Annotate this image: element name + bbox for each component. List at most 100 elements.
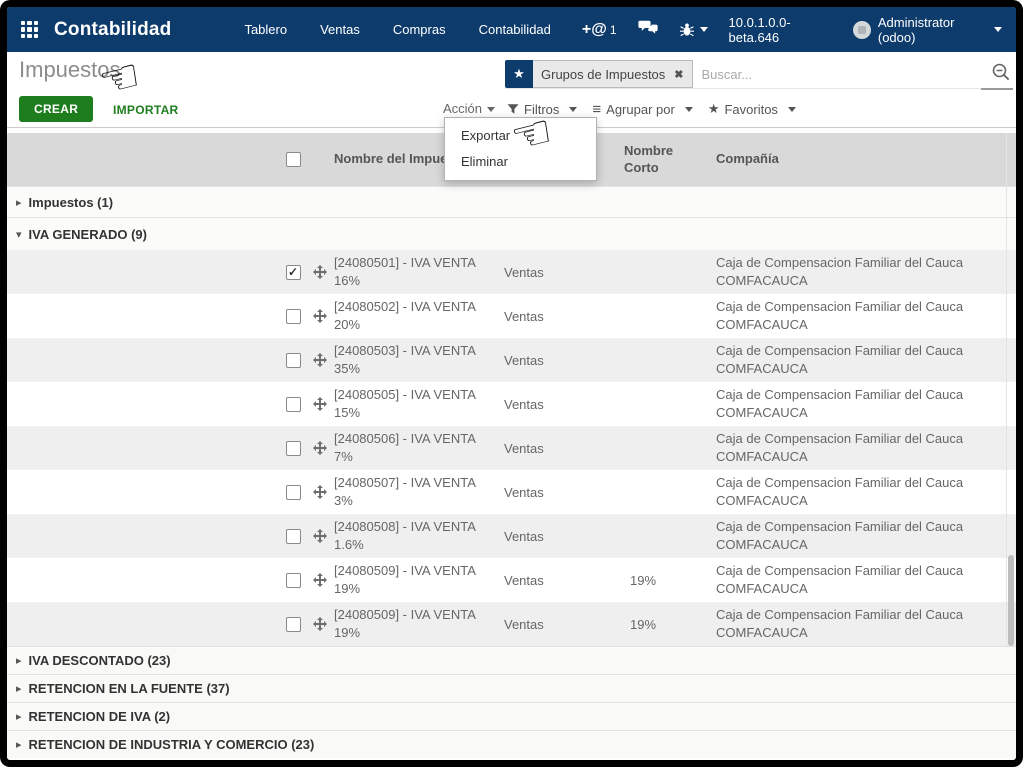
tax-company: Caja de Compensacion Familiar del Cauca …	[716, 387, 964, 420]
create-button[interactable]: CREAR	[19, 96, 94, 122]
menu-item-exportar[interactable]: Exportar	[461, 128, 511, 143]
row-checkbox[interactable]	[285, 572, 301, 588]
drag-handle-icon[interactable]	[306, 485, 334, 499]
select-all-checkbox[interactable]	[285, 152, 301, 167]
nav-item-tablero[interactable]: Tablero	[244, 22, 288, 37]
tax-name: [24080508] - IVA VENTA 1.6%	[334, 519, 476, 552]
debug-menu[interactable]	[679, 22, 708, 38]
group-row-impuestos[interactable]: ▸ Impuestos (1)	[7, 186, 1016, 217]
scrollbar-thumb[interactable]	[1008, 555, 1014, 646]
top-navbar: Contabilidad Tablero Ventas Compras Cont…	[7, 7, 1016, 52]
column-header-name[interactable]: Nombre del Impuesto	[334, 151, 467, 167]
app-brand[interactable]: Contabilidad	[54, 18, 172, 40]
tax-company: Caja de Compensacion Familiar del Cauca …	[716, 607, 964, 640]
group-by-dropdown-toggle[interactable]: ≡ Agrupar por	[592, 100, 693, 118]
group-row-iva-generado[interactable]: ▾ IVA GENERADO (9)	[7, 217, 1016, 250]
row-checkbox[interactable]	[285, 308, 301, 324]
apps-grid-icon[interactable]	[21, 21, 38, 38]
favorites-dropdown-toggle[interactable]: ★ Favoritos	[708, 101, 796, 117]
bug-icon	[679, 23, 694, 36]
table-row[interactable]: [24080503] - IVA VENTA 35% Ventas Caja d…	[7, 338, 1016, 382]
nav-item-contabilidad[interactable]: Contabilidad	[478, 22, 551, 37]
page-title: Impuestos	[19, 57, 121, 82]
menu-item-eliminar[interactable]: Eliminar	[461, 154, 508, 169]
collapse-icon: ▾	[16, 228, 22, 241]
tax-name: [24080509] - IVA VENTA 19%	[334, 607, 476, 640]
remove-facet-icon[interactable]: ✖	[674, 68, 684, 81]
group-by-icon: ≡	[592, 100, 602, 118]
row-checkbox[interactable]: ✓	[285, 264, 301, 280]
table-row[interactable]: [24080509] - IVA VENTA 19% Ventas 19% Ca…	[7, 602, 1016, 646]
row-checkbox[interactable]	[285, 484, 301, 500]
drag-handle-icon[interactable]	[306, 397, 334, 411]
table-row[interactable]: [24080508] - IVA VENTA 1.6% Ventas Caja …	[7, 514, 1016, 558]
tax-scope: Ventas	[504, 440, 544, 456]
expand-icon: ▸	[16, 739, 22, 751]
table-row[interactable]: [24080502] - IVA VENTA 20% Ventas Caja d…	[7, 294, 1016, 338]
filters-dropdown-toggle[interactable]: Filtros	[507, 102, 578, 117]
search-magnifier-icon[interactable]	[991, 62, 1011, 87]
tax-company: Caja de Compensacion Familiar del Cauca …	[716, 431, 964, 464]
expand-icon: ▸	[16, 655, 22, 667]
tax-short-name: 19%	[630, 572, 657, 588]
tax-scope: Ventas	[504, 352, 544, 368]
nav-item-ventas[interactable]: Ventas	[320, 22, 360, 37]
drag-handle-icon[interactable]	[306, 617, 334, 631]
drag-handle-icon[interactable]	[306, 353, 334, 367]
drag-handle-icon[interactable]	[306, 441, 334, 455]
plus-icon[interactable]: +	[581, 20, 592, 38]
table-row[interactable]: [24080505] - IVA VENTA 15% Ventas Caja d…	[7, 382, 1016, 426]
messages-counter[interactable]: @ 1	[591, 20, 617, 38]
tax-company: Caja de Compensacion Familiar del Cauca …	[716, 563, 964, 596]
action-dropdown-toggle[interactable]: Acción	[443, 101, 496, 116]
drag-handle-icon[interactable]	[306, 309, 334, 323]
scrollbar-track	[1006, 133, 1015, 646]
tax-name: [24080503] - IVA VENTA 35%	[334, 343, 476, 376]
row-checkbox[interactable]	[285, 396, 301, 412]
search-underline	[981, 88, 1013, 90]
search-bar: ★ Grupos de Impuestos ✖ Buscar...	[505, 60, 1013, 90]
chat-icon[interactable]	[637, 20, 658, 39]
drag-handle-icon[interactable]	[306, 573, 334, 587]
drag-handle-icon[interactable]	[306, 265, 334, 279]
row-checkbox[interactable]	[285, 528, 301, 544]
group-row-retencion-iva[interactable]: ▸ RETENCION DE IVA (2)	[7, 702, 1016, 730]
tax-short-name: 19%	[630, 616, 657, 632]
avatar	[852, 20, 871, 39]
tax-company: Caja de Compensacion Familiar del Cauca …	[716, 255, 964, 288]
checkmark-icon: ✓	[287, 265, 299, 279]
search-facet: ★ Grupos de Impuestos ✖	[505, 60, 693, 88]
table-row[interactable]: ✓ [24080501] - IVA VENTA 16% Ventas Caja…	[7, 250, 1016, 294]
tax-scope: Ventas	[504, 308, 544, 324]
row-checkbox[interactable]	[285, 616, 301, 632]
tax-name: [24080502] - IVA VENTA 20%	[334, 299, 476, 332]
tax-company: Caja de Compensacion Familiar del Cauca …	[716, 299, 964, 332]
table-row[interactable]: [24080507] - IVA VENTA 3% Ventas Caja de…	[7, 470, 1016, 514]
tax-company: Caja de Compensacion Familiar del Cauca …	[716, 343, 964, 376]
column-header-short-name[interactable]: Nombre Corto	[624, 143, 674, 175]
tax-name: [24080507] - IVA VENTA 3%	[334, 475, 476, 508]
taxes-list-view: Nombre del Impuesto Nombre Corto Compañí…	[7, 133, 1016, 758]
table-row[interactable]: [24080509] - IVA VENTA 19% Ventas 19% Ca…	[7, 558, 1016, 602]
column-header-company[interactable]: Compañía	[716, 151, 779, 167]
expand-icon: ▸	[16, 683, 22, 695]
row-checkbox[interactable]	[285, 440, 301, 456]
caret-down-icon	[699, 27, 708, 32]
group-row-retencion-fuente[interactable]: ▸ RETENCION EN LA FUENTE (37)	[7, 674, 1016, 702]
row-checkbox[interactable]	[285, 352, 301, 368]
star-icon: ★	[707, 101, 720, 116]
app-content: Contabilidad Tablero Ventas Compras Cont…	[7, 7, 1016, 760]
version-label: 10.0.1.0.0-beta.646	[728, 14, 791, 45]
action-dropdown-menu: Exportar Eliminar	[444, 117, 597, 181]
search-input[interactable]: Buscar...	[701, 66, 753, 82]
table-row[interactable]: [24080506] - IVA VENTA 7% Ventas Caja de…	[7, 426, 1016, 470]
group-row-retencion-industria[interactable]: ▸ RETENCION DE INDUSTRIA Y COMERCIO (23)	[7, 730, 1016, 758]
caret-down-icon	[787, 106, 796, 112]
user-menu[interactable]: Administrator (odoo)	[852, 15, 1002, 45]
facet-star-icon: ★	[505, 60, 533, 88]
import-button[interactable]: IMPORTAR	[107, 102, 185, 118]
drag-handle-icon[interactable]	[306, 529, 334, 543]
group-row-iva-descontado[interactable]: ▸ IVA DESCONTADO (23)	[7, 646, 1016, 674]
nav-item-compras[interactable]: Compras	[392, 22, 446, 37]
